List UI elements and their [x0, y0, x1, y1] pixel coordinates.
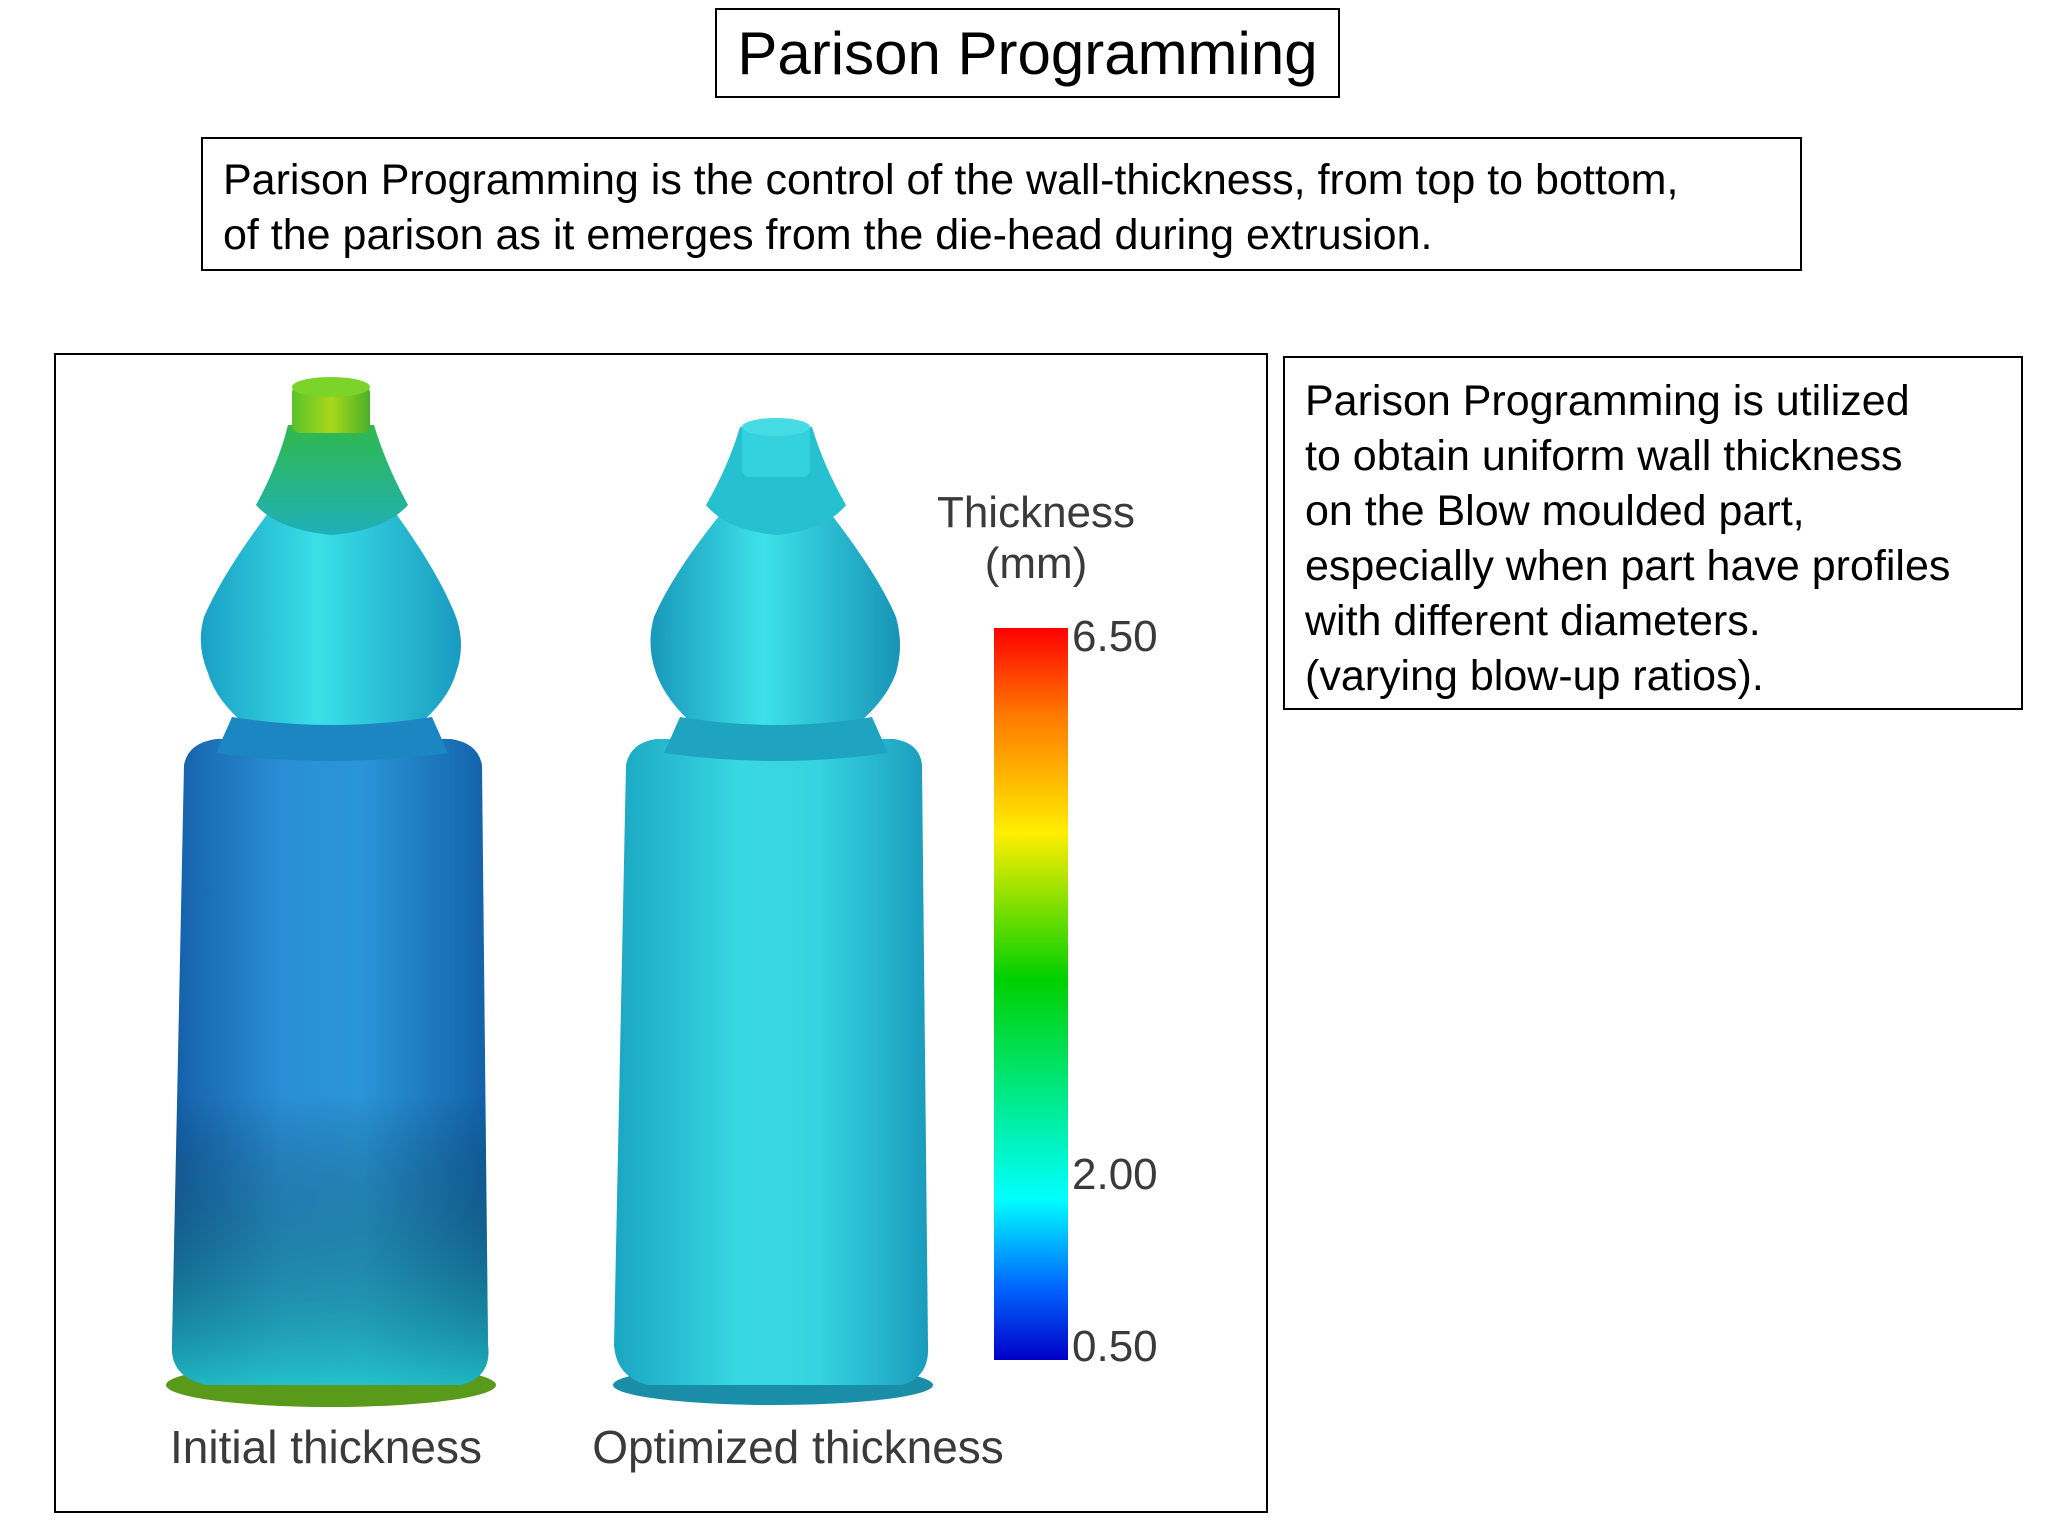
optimized-bottle-neck	[742, 425, 810, 477]
initial-thickness-label: Initial thickness	[170, 1421, 482, 1473]
optimized-bottle-cone	[706, 427, 846, 535]
note-line-5: with different diameters.	[1305, 597, 1761, 645]
legend-color-bar	[994, 628, 1068, 1360]
optimized-bottle	[613, 418, 933, 1405]
note-line-2: to obtain uniform wall thickness	[1305, 432, 1903, 480]
note-box: Parison Programming is utilized to obtai…	[1283, 356, 2023, 710]
initial-bottle-shoulder	[200, 500, 462, 727]
note-line-3: on the Blow moulded part,	[1305, 487, 1805, 535]
initial-bottle-neck-top	[292, 377, 370, 397]
thickness-figure: Thickness (mm) 6.50 2.00 0.50 Initial th…	[54, 353, 1268, 1513]
thickness-legend: Thickness (mm) 6.50 2.00 0.50	[937, 488, 1158, 1371]
legend-title-line2: (mm)	[985, 539, 1088, 588]
note-line-6: (varying blow-up ratios).	[1305, 652, 1764, 700]
legend-tick-max: 6.50	[1072, 612, 1158, 661]
optimized-thickness-label: Optimized thickness	[592, 1421, 1004, 1473]
legend-tick-mid: 2.00	[1072, 1150, 1158, 1199]
note-line-4: especially when part have profiles	[1305, 542, 1951, 590]
legend-tick-min: 0.50	[1072, 1322, 1158, 1371]
definition-line-1: Parison Programming is the control of th…	[223, 156, 1679, 204]
legend-title-line1: Thickness	[937, 488, 1135, 537]
note-line-1: Parison Programming is utilized	[1305, 377, 1910, 425]
page-title: Parison Programming	[715, 8, 1340, 98]
initial-bottle-neck	[292, 385, 370, 433]
definition-line-2: of the parison as it emerges from the di…	[223, 211, 1433, 259]
figure-canvas: Thickness (mm) 6.50 2.00 0.50 Initial th…	[166, 377, 1158, 1473]
initial-bottle-waist	[216, 717, 448, 761]
optimized-bottle-waist	[664, 717, 888, 761]
optimized-bottle-body	[614, 739, 929, 1385]
initial-bottle-cone	[256, 425, 408, 535]
optimized-bottle-shoulder	[650, 500, 900, 727]
initial-bottle	[166, 377, 496, 1407]
definition-box: Parison Programming is the control of th…	[201, 137, 1802, 271]
initial-bottle-body-shade	[171, 739, 489, 1385]
optimized-bottle-neck-top	[742, 418, 810, 436]
